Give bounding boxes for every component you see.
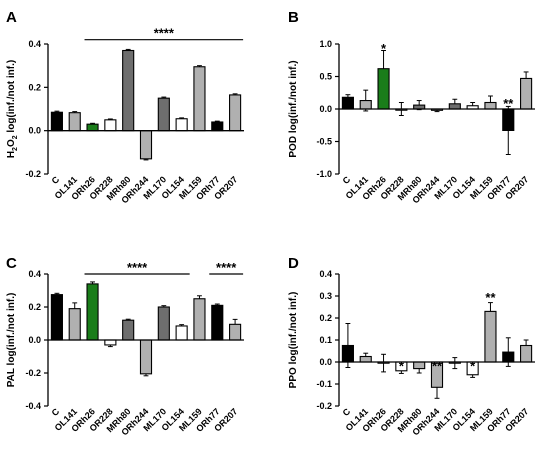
bar [68,112,81,132]
significance-marker: * [470,358,476,373]
y-tick-label: 0.4 [319,269,332,279]
y-tick-label: 1.0 [319,39,332,49]
bar [341,96,354,110]
y-axis-label-part: 2 [12,135,19,139]
bar [104,339,117,346]
bar [359,355,372,363]
category-label: C [50,406,62,418]
y-tick-label: -0.1 [316,379,332,389]
bar [377,68,390,110]
panel-letter: A [6,9,17,26]
significance-marker: * [381,41,387,56]
y-tick-label: -1.0 [316,169,332,179]
significance-marker: **** [216,260,237,275]
y-tick-label: 0.1 [319,335,332,345]
bar [502,108,515,132]
y-axis-label: PAL log(inf./not inf.) [6,293,17,388]
bar [86,123,99,132]
bar [139,130,153,160]
bar [193,66,206,132]
significance-marker: * [399,358,405,373]
bar [175,325,188,341]
y-tick-label: -0.2 [25,368,41,378]
bar [122,49,135,132]
bar [50,111,63,132]
bar [484,101,497,110]
y-tick-label: 0.4 [28,269,41,279]
y-tick-label: 0.0 [319,104,332,114]
y-tick-label: 0.2 [28,302,41,312]
y-axis-label: H2O2 log(inf./not inf.) [6,60,19,158]
bar [122,319,135,341]
y-tick-label: 0.2 [28,82,41,92]
panel-d: D 0.4 0.3 0.2 0.1 0.0 -0.1 -0.2 PPO log(inf./not… [288,255,535,437]
y-axis-label: PPO log(inf./not inf.) [288,292,299,389]
category-label: C [341,174,353,186]
y-tick-label: 0.4 [28,39,41,49]
category-label: C [341,406,353,418]
bar [502,351,515,363]
bar [229,94,242,132]
bar [341,344,354,363]
y-axis-label-part: O [6,139,17,147]
bar [193,298,206,341]
bar [50,294,63,341]
bar [520,77,533,110]
y-axis-label: POD log(inf./not inf.) [288,60,299,157]
bar [139,339,153,375]
y-tick-label: -0.5 [316,137,332,147]
bar [68,308,81,341]
significance-marker: **** [154,26,175,41]
bar [175,118,188,132]
y-tick-label: 0.0 [28,335,41,345]
bar [157,97,170,132]
significance-marker: ** [432,358,443,373]
bar [211,121,224,132]
panel-letter: D [288,255,299,272]
bar [229,323,242,341]
y-tick-label: 0.5 [319,72,332,82]
panel-b: B 1.0 0.5 0.0 -0.5 -1.0 POD log(inf./not inf.)… [288,9,535,205]
y-axis-label-part: 2 [12,147,19,151]
y-tick-label: -0.2 [25,169,41,179]
y-tick-label: 0.2 [319,313,332,323]
category-label: C [50,174,62,186]
y-tick-label: 0.0 [28,126,41,136]
significance-marker: ** [503,96,514,111]
significance-marker: ** [485,290,496,305]
bar [413,361,426,370]
y-tick-label: -0.4 [25,401,41,411]
panel-c: C 0.4 0.2 0.0 -0.2 -0.4 PAL log(inf./not inf.)… [6,255,244,437]
bar [484,310,497,363]
y-axis-label-part: H [6,151,17,158]
y-tick-label: 0.3 [319,291,332,301]
bar [211,304,224,341]
significance-marker: **** [127,260,148,275]
bar [359,100,372,110]
panel-letter: B [288,9,299,26]
panel-letter: C [6,255,17,272]
y-tick-label: -0.2 [316,401,332,411]
bar [104,119,117,132]
bar [448,103,461,110]
bar [157,306,170,341]
bar [520,344,533,363]
y-tick-label: 0.0 [319,357,332,367]
bar [86,283,99,341]
y-axis-label-part: log(inf./not inf.) [6,60,17,136]
